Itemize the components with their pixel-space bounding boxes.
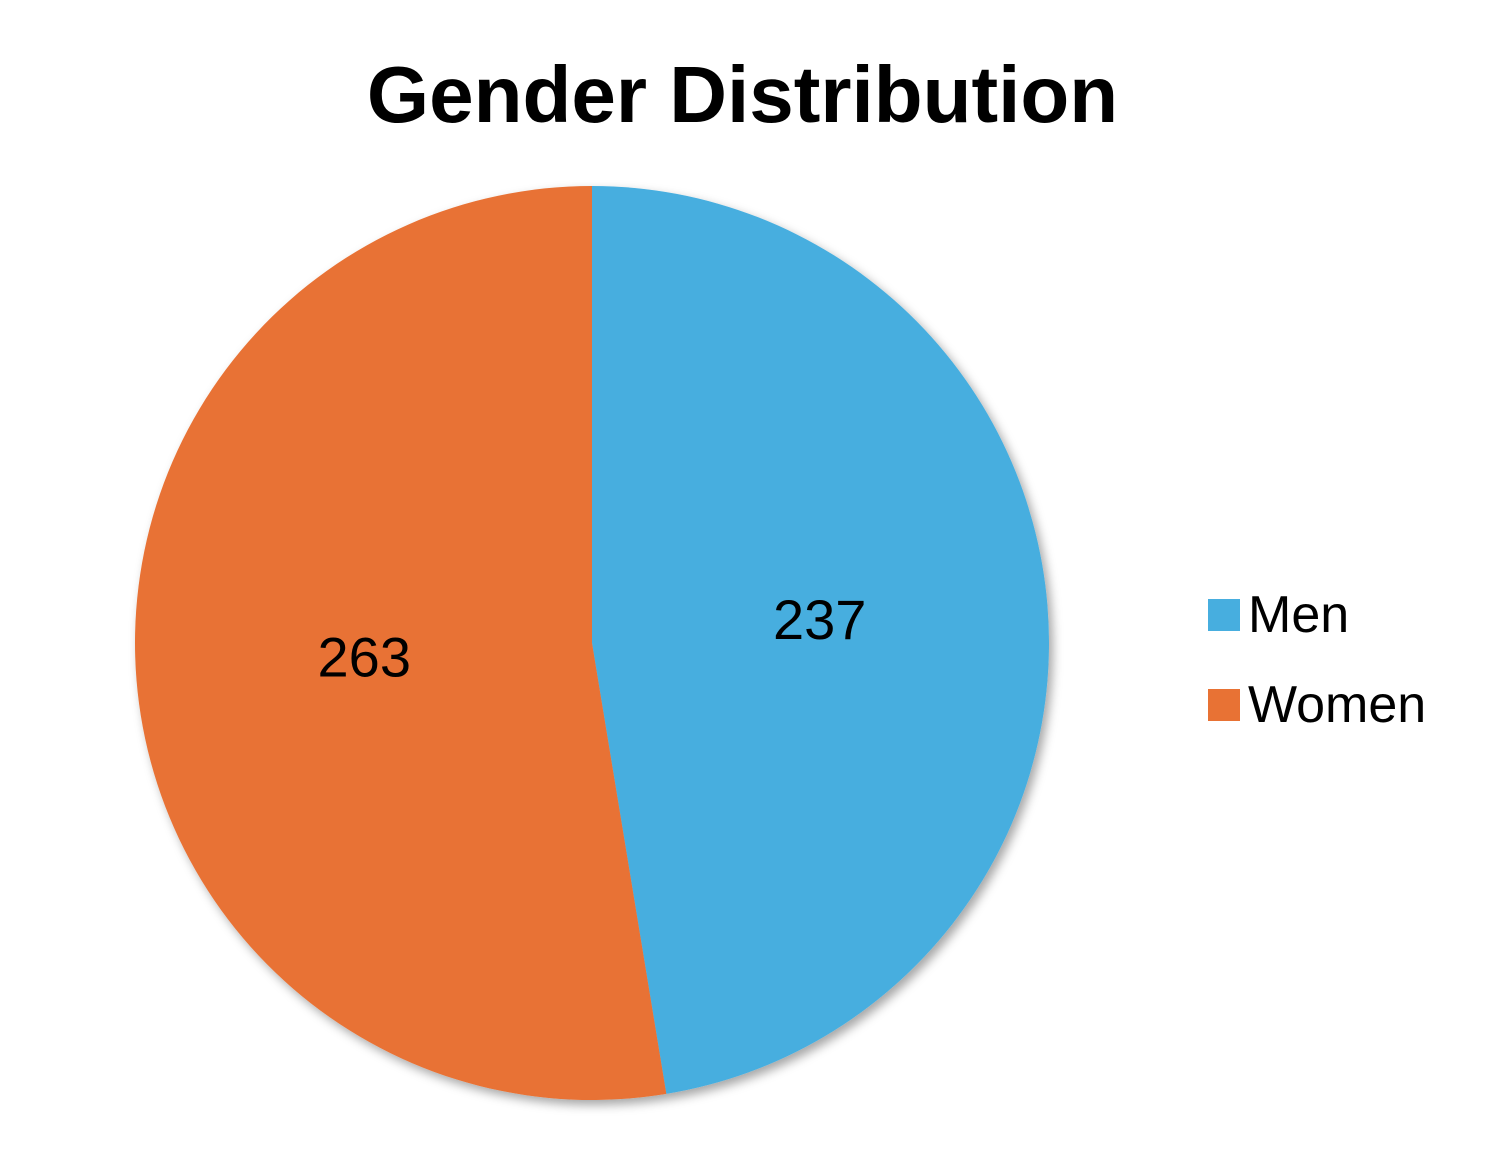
legend-item-women: Women (1208, 660, 1426, 750)
legend-swatch-women (1208, 689, 1240, 721)
legend-item-men: Men (1208, 570, 1426, 660)
legend: Men Women (1208, 570, 1426, 750)
pie-slice-men (592, 186, 1050, 1094)
legend-label-women: Women (1248, 676, 1427, 734)
pie-slice-women (135, 186, 667, 1100)
legend-swatch-men (1208, 599, 1240, 631)
data-label-men: 237 (773, 588, 866, 651)
data-label-women: 263 (318, 625, 411, 688)
chart-title: Gender Distribution (366, 50, 1119, 139)
legend-label-men: Men (1248, 586, 1350, 644)
